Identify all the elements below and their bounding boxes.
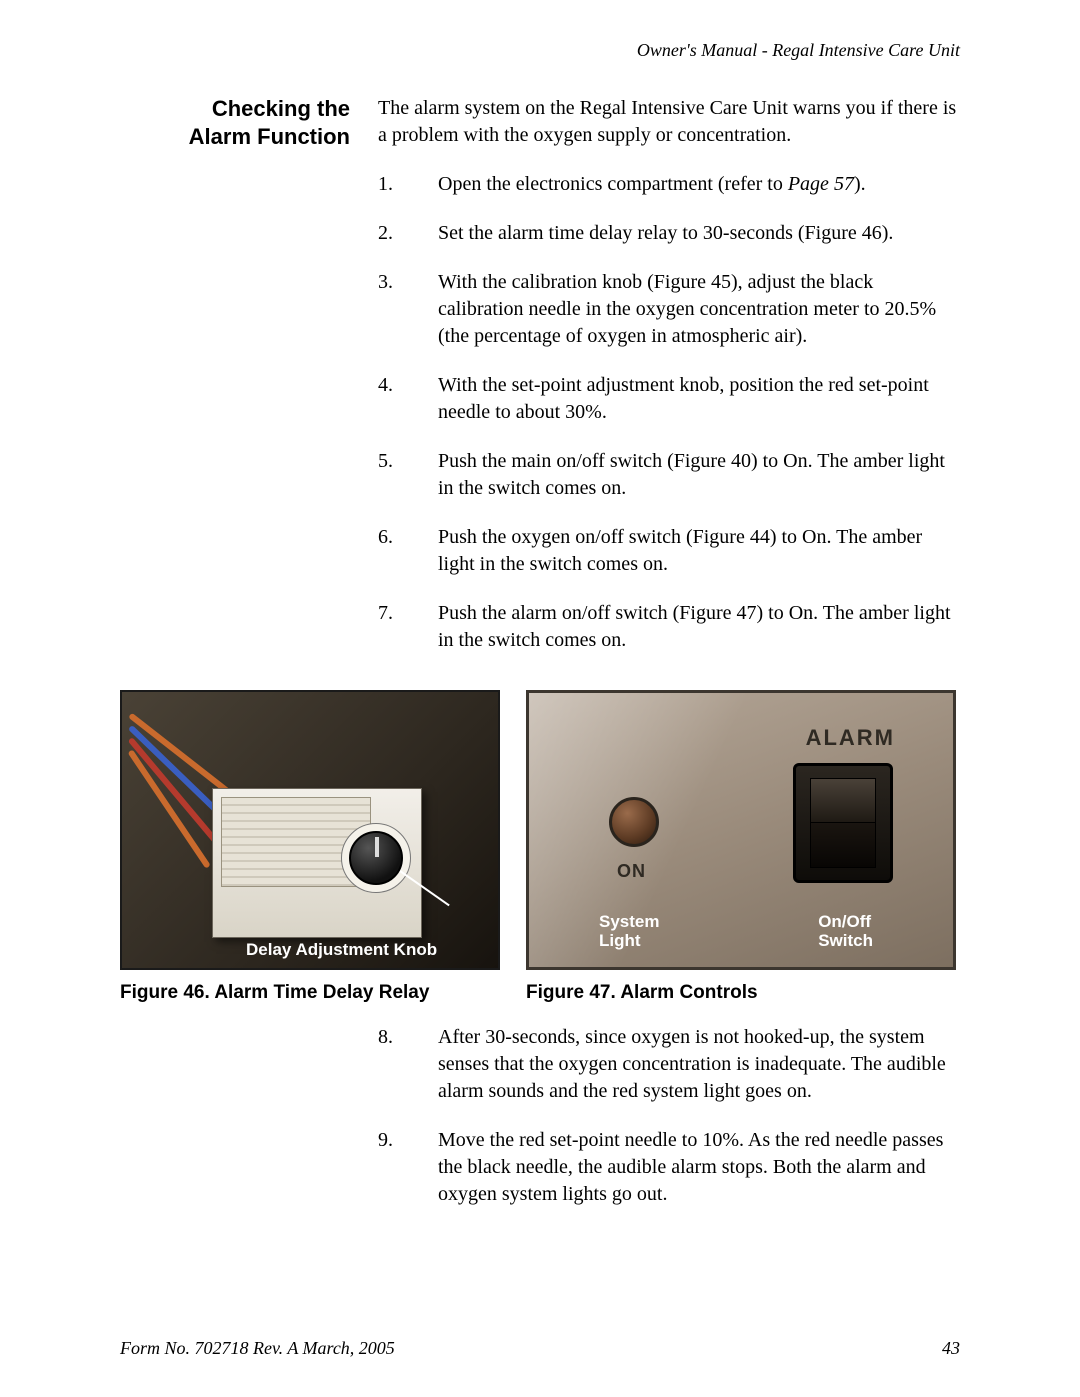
system-light-icon xyxy=(609,797,659,847)
procedure-steps-bottom: 8. After 30-seconds, since oxygen is not… xyxy=(378,1024,960,1208)
footer-form-info: Form No. 702718 Rev. A March, 2005 xyxy=(120,1338,395,1359)
step-number: 1. xyxy=(378,171,438,198)
step-text-b: ). xyxy=(854,173,866,195)
footer-page-number: 43 xyxy=(942,1338,960,1359)
page-footer: Form No. 702718 Rev. A March, 2005 43 xyxy=(120,1338,960,1359)
figure-47-caption: Figure 47. Alarm Controls xyxy=(526,982,956,1004)
step-number: 9. xyxy=(378,1127,438,1208)
step-text: Move the red set-point needle to 10%. As… xyxy=(438,1127,960,1208)
step-text: With the set-point adjustment knob, posi… xyxy=(438,372,960,426)
figure-46-block: Delay Adjustment Knob Figure 46. Alarm T… xyxy=(120,690,500,1004)
step-4: 4. With the set-point adjustment knob, p… xyxy=(378,372,960,426)
step-text: After 30-seconds, since oxygen is not ho… xyxy=(438,1024,960,1105)
delay-adjustment-knob-icon xyxy=(349,831,403,885)
page-reference: Page 57 xyxy=(788,173,854,195)
figure-47-block: ALARM ON SystemLight On/OffSwitch Figure… xyxy=(526,690,956,1004)
step-1: 1. Open the electronics compartment (ref… xyxy=(378,171,960,198)
figure-47-illustration: ALARM ON SystemLight On/OffSwitch xyxy=(526,690,956,970)
figure-46-illustration: Delay Adjustment Knob xyxy=(120,690,500,970)
step-number: 6. xyxy=(378,524,438,578)
section-heading-line2: Alarm Function xyxy=(189,124,350,149)
step-text: Push the main on/off switch (Figure 40) … xyxy=(438,448,960,502)
section-heading: Checking the Alarm Function xyxy=(120,95,350,676)
step-7: 7. Push the alarm on/off switch (Figure … xyxy=(378,600,960,654)
section-heading-line1: Checking the xyxy=(212,96,350,121)
step-number: 5. xyxy=(378,448,438,502)
figure-47-callout-system: SystemLight xyxy=(599,912,659,951)
step-text-a: Open the electronics compartment (refer … xyxy=(438,173,788,195)
step-6: 6. Push the oxygen on/off switch (Figure… xyxy=(378,524,960,578)
running-header: Owner's Manual - Regal Intensive Care Un… xyxy=(120,40,960,61)
figures-row: Delay Adjustment Knob Figure 46. Alarm T… xyxy=(120,690,960,1004)
figure-46-callout: Delay Adjustment Knob xyxy=(246,940,437,960)
step-8: 8. After 30-seconds, since oxygen is not… xyxy=(378,1024,960,1105)
step-text: Push the alarm on/off switch (Figure 47)… xyxy=(438,600,960,654)
panel-alarm-label: ALARM xyxy=(806,725,895,751)
intro-paragraph: The alarm system on the Regal Intensive … xyxy=(378,95,960,149)
on-off-switch-icon xyxy=(793,763,893,883)
step-text: Set the alarm time delay relay to 30-sec… xyxy=(438,220,893,247)
step-2: 2. Set the alarm time delay relay to 30-… xyxy=(378,220,960,247)
figure-47-callout-switch: On/OffSwitch xyxy=(818,912,873,951)
step-number: 4. xyxy=(378,372,438,426)
relay-body-icon xyxy=(212,788,422,938)
procedure-steps-top: 1. Open the electronics compartment (ref… xyxy=(378,171,960,654)
step-3: 3. With the calibration knob (Figure 45)… xyxy=(378,269,960,350)
step-number: 8. xyxy=(378,1024,438,1105)
panel-on-label: ON xyxy=(617,861,646,882)
step-9: 9. Move the red set-point needle to 10%.… xyxy=(378,1127,960,1208)
step-text: With the calibration knob (Figure 45), a… xyxy=(438,269,960,350)
step-text: Open the electronics compartment (refer … xyxy=(438,171,866,198)
step-number: 3. xyxy=(378,269,438,350)
step-5: 5. Push the main on/off switch (Figure 4… xyxy=(378,448,960,502)
figure-46-caption: Figure 46. Alarm Time Delay Relay xyxy=(120,982,500,1004)
step-number: 7. xyxy=(378,600,438,654)
step-text: Push the oxygen on/off switch (Figure 44… xyxy=(438,524,960,578)
step-number: 2. xyxy=(378,220,438,247)
